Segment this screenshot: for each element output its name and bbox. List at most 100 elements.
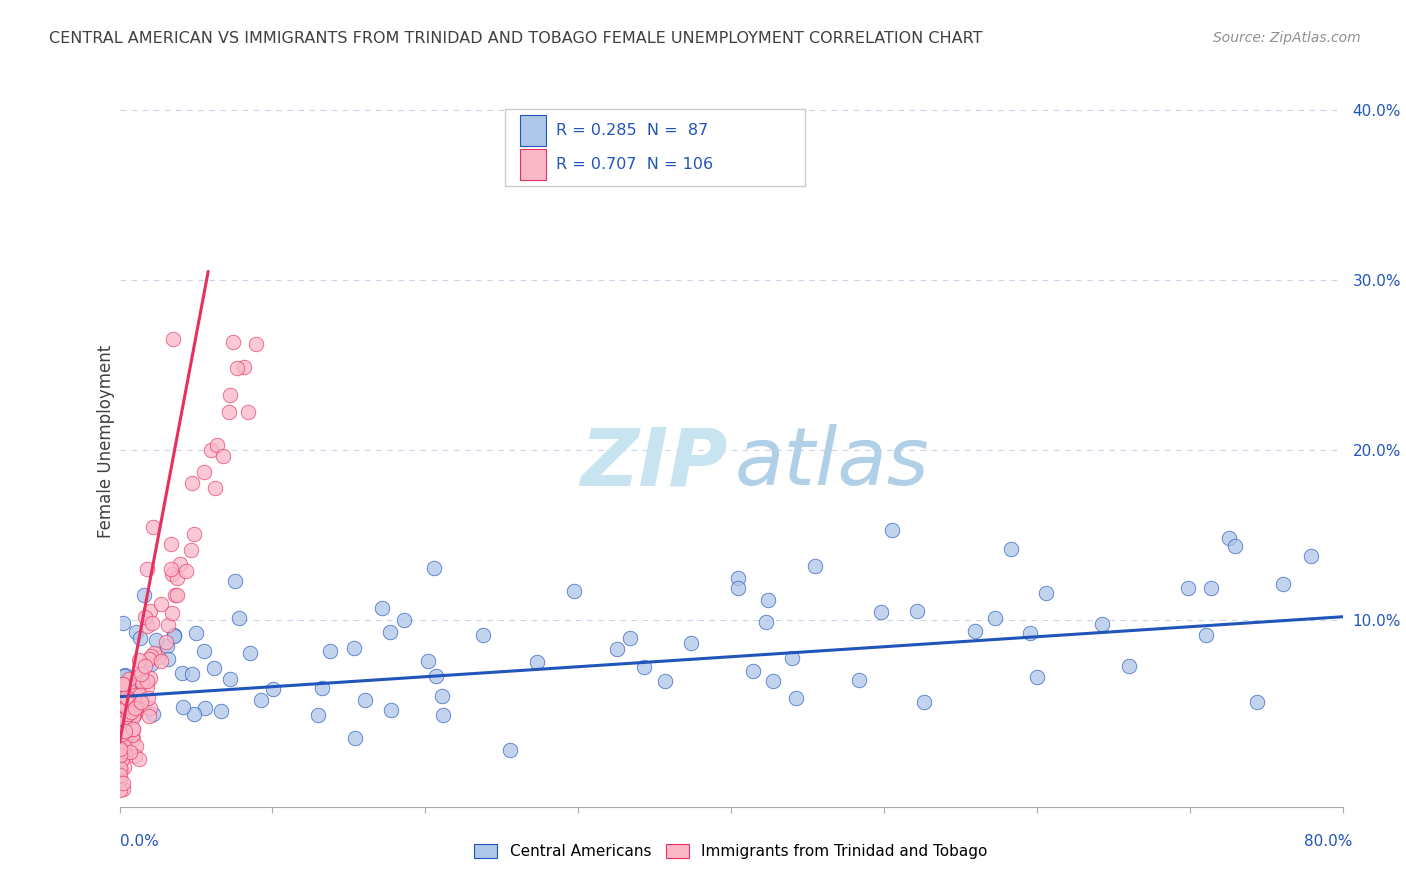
Point	[128, 631, 150, 645]
Point	[165, 589, 187, 603]
Point	[122, 722, 145, 736]
Point	[498, 743, 520, 757]
Point	[727, 582, 749, 596]
Point	[114, 700, 136, 714]
Text: 80.0%: 80.0%	[1305, 834, 1353, 848]
Point	[186, 626, 208, 640]
Point	[762, 673, 785, 688]
Point	[121, 728, 143, 742]
Point	[169, 557, 191, 571]
Point	[228, 611, 250, 625]
Point	[142, 706, 165, 721]
Point	[180, 476, 202, 491]
Text: Source: ZipAtlas.com: Source: ZipAtlas.com	[1213, 31, 1361, 45]
Point	[218, 388, 240, 402]
Point	[1118, 659, 1140, 673]
Point	[250, 692, 273, 706]
Point	[108, 708, 131, 723]
Point	[145, 632, 167, 647]
Point	[128, 701, 150, 715]
Point	[159, 536, 181, 550]
Bar	[519, 149, 547, 179]
Point	[755, 615, 778, 629]
Point	[882, 523, 904, 537]
Point	[562, 584, 585, 599]
Point	[162, 333, 184, 347]
Point	[983, 611, 1005, 625]
Text: CENTRAL AMERICAN VS IMMIGRANTS FROM TRINIDAD AND TOBAGO FEMALE UNEMPLOYMENT CORR: CENTRAL AMERICAN VS IMMIGRANTS FROM TRIN…	[49, 31, 983, 46]
Point	[139, 700, 162, 714]
Point	[159, 562, 181, 576]
Point	[245, 337, 267, 351]
Point	[180, 542, 202, 557]
Text: R = 0.707  N = 106: R = 0.707 N = 106	[557, 157, 713, 172]
Point	[122, 722, 145, 736]
Point	[136, 673, 159, 688]
Point	[193, 644, 215, 658]
Point	[416, 654, 439, 668]
Point	[236, 405, 259, 419]
Point	[912, 695, 935, 709]
Point	[1199, 581, 1222, 595]
Point	[239, 646, 262, 660]
Point	[139, 657, 162, 672]
Point	[156, 639, 179, 653]
Point	[619, 631, 641, 645]
Point	[127, 670, 149, 684]
Point	[606, 641, 628, 656]
Point	[430, 689, 453, 703]
Point	[134, 658, 156, 673]
Point	[108, 761, 131, 775]
Point	[181, 667, 204, 681]
Point	[163, 629, 186, 643]
Point	[1218, 532, 1240, 546]
Point	[124, 688, 146, 702]
Point	[194, 700, 217, 714]
Point	[204, 481, 226, 495]
FancyBboxPatch shape	[505, 109, 804, 186]
Point	[112, 677, 135, 691]
Point	[114, 746, 136, 760]
Point	[117, 706, 139, 721]
Point	[1225, 539, 1247, 553]
Point	[212, 449, 235, 463]
Point	[202, 661, 225, 675]
Point	[965, 624, 987, 638]
Point	[654, 674, 676, 689]
Legend: Central Americans, Immigrants from Trinidad and Tobago: Central Americans, Immigrants from Trini…	[468, 838, 994, 865]
Point	[143, 646, 166, 660]
Point	[371, 600, 394, 615]
Point	[1246, 695, 1268, 709]
Point	[111, 676, 134, 690]
Point	[108, 768, 131, 782]
Point	[134, 609, 156, 624]
Point	[1301, 549, 1323, 563]
Point	[727, 571, 749, 585]
Text: R = 0.285  N =  87: R = 0.285 N = 87	[557, 123, 709, 138]
Point	[136, 562, 159, 576]
Point	[131, 674, 153, 689]
Point	[112, 714, 135, 729]
Point	[1035, 586, 1057, 600]
Point	[354, 692, 377, 706]
Point	[131, 673, 153, 688]
Point	[226, 361, 249, 376]
Point	[172, 699, 194, 714]
Point	[114, 700, 136, 714]
Point	[392, 614, 415, 628]
Point	[869, 605, 891, 619]
Point	[112, 615, 135, 630]
Point	[111, 744, 134, 758]
Point	[111, 752, 134, 766]
Point	[156, 617, 179, 632]
Point	[115, 690, 138, 705]
Point	[110, 729, 132, 743]
Point	[756, 593, 779, 607]
Point	[233, 359, 256, 374]
Point	[108, 772, 131, 786]
Point	[425, 669, 447, 683]
Point	[160, 567, 183, 582]
Point	[311, 681, 333, 695]
Point	[122, 708, 145, 723]
Point	[129, 695, 152, 709]
